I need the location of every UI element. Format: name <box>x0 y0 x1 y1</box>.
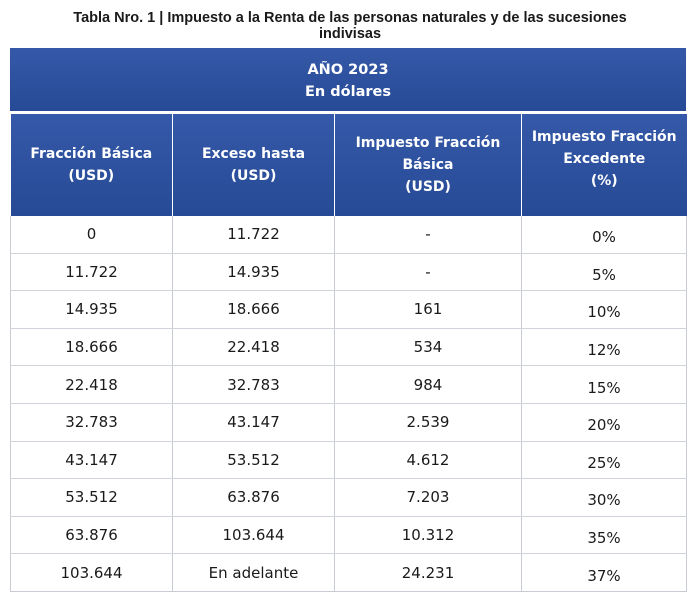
cell-impuesto-fraccion-excedente: 35% <box>521 516 687 555</box>
header-impuesto-excedente-unit: (%) <box>590 173 618 189</box>
cell-exceso-hasta: 18.666 <box>172 290 335 329</box>
table-row: 18.666 22.418 534 12% <box>10 328 687 367</box>
cell-impuesto-fraccion-excedente: 30% <box>521 478 687 517</box>
header-fraccion-basica: Fracción Básica (USD) <box>10 114 173 216</box>
table-row: 11.722 14.935-5% <box>10 253 687 292</box>
header-impuesto-excedente-label-2: Excedente <box>563 151 646 167</box>
cell-impuesto-fraccion-basica: 2.539 <box>334 403 522 442</box>
currency-label: En dólares <box>305 84 391 100</box>
cell-fraccion-basica: 0 <box>10 216 173 254</box>
cell-fraccion-basica: 18.666 <box>10 328 173 367</box>
cell-impuesto-fraccion-excedente: 20% <box>521 403 687 442</box>
cell-impuesto-fraccion-basica: 24.231 <box>334 553 522 592</box>
header-exceso-hasta-label: Exceso hasta <box>201 146 306 162</box>
cell-impuesto-fraccion-basica: - <box>334 253 522 292</box>
cell-impuesto-fraccion-excedente: 25% <box>521 441 687 480</box>
cell-exceso-hasta: En adelante <box>172 553 335 592</box>
cell-impuesto-fraccion-excedente: 12% <box>521 328 687 367</box>
table-row: 32.783 43.147 2.539 20% <box>10 403 687 442</box>
cell-exceso-hasta: 103.644 <box>172 516 335 555</box>
year-banner: AÑO 2023 En dólares <box>10 48 686 114</box>
header-impuesto-excedente-label-1: Impuesto Fracción <box>531 129 677 145</box>
cell-fraccion-basica: 22.418 <box>10 365 173 404</box>
cell-exceso-hasta: 11.722 <box>172 216 335 254</box>
cell-impuesto-fraccion-excedente: 10% <box>521 290 687 329</box>
cell-exceso-hasta: 63.876 <box>172 478 335 517</box>
cell-impuesto-fraccion-excedente: 0% <box>521 216 687 254</box>
cell-impuesto-fraccion-basica: 4.612 <box>334 441 522 480</box>
cell-impuesto-fraccion-basica: 7.203 <box>334 478 522 517</box>
cell-impuesto-fraccion-basica: 10.312 <box>334 516 522 555</box>
cell-exceso-hasta: 43.147 <box>172 403 335 442</box>
table-row: 43.147 53.512 4.612 25% <box>10 441 687 480</box>
cell-impuesto-fraccion-excedente: 37% <box>521 553 687 592</box>
cell-fraccion-basica: 43.147 <box>10 441 173 480</box>
cell-exceso-hasta: 14.935 <box>172 253 335 292</box>
cell-exceso-hasta: 32.783 <box>172 365 335 404</box>
header-fraccion-basica-unit: (USD) <box>68 168 115 184</box>
table-row: 103.644 En adelante 24.231 37% <box>10 553 687 592</box>
cell-fraccion-basica: 11.722 <box>10 253 173 292</box>
table-caption-line-2: indivisas <box>318 26 382 42</box>
cell-exceso-hasta: 53.512 <box>172 441 335 480</box>
header-impuesto-fraccion-basica: Impuesto Fracción Básica (USD) <box>334 114 522 216</box>
header-impuesto-fraccion-excedente: Impuesto Fracción Excedente (%) <box>521 114 687 216</box>
cell-fraccion-basica: 103.644 <box>10 553 173 592</box>
table-row: 0 11.722-0% <box>10 216 687 254</box>
cell-impuesto-fraccion-basica: 984 <box>334 365 522 404</box>
cell-impuesto-fraccion-excedente: 5% <box>521 253 687 292</box>
cell-exceso-hasta: 22.418 <box>172 328 335 367</box>
header-impuesto-fraccion-basica-label: Impuesto Fracción Básica <box>355 135 501 173</box>
table-body: 0 11.722-0% 11.722 14.935-5% 14.935 18.666 161… <box>10 216 687 592</box>
table-row: 63.876 103.644 10.312 35% <box>10 516 687 555</box>
cell-fraccion-basica: 14.935 <box>10 290 173 329</box>
tax-table: Fracción Básica (USD) Exceso hasta (USD)… <box>10 114 687 592</box>
header-impuesto-fraccion-basica-unit: (USD) <box>405 179 451 195</box>
header-fraccion-basica-label: Fracción Básica <box>30 146 153 162</box>
cell-fraccion-basica: 32.783 <box>10 403 173 442</box>
cell-impuesto-fraccion-excedente: 15% <box>521 365 687 404</box>
header-row: Fracción Básica (USD) Exceso hasta (USD)… <box>10 114 687 216</box>
cell-impuesto-fraccion-basica: 161 <box>334 290 522 329</box>
cell-fraccion-basica: 53.512 <box>10 478 173 517</box>
table-caption-line-1: Tabla Nro. 1 | Impuesto a la Renta de la… <box>73 10 627 26</box>
cell-impuesto-fraccion-basica: - <box>334 216 522 254</box>
cell-fraccion-basica: 63.876 <box>10 516 173 555</box>
table-row: 53.512 63.876 7.203 30% <box>10 478 687 517</box>
header-exceso-hasta: Exceso hasta (USD) <box>172 114 335 216</box>
table-row: 14.935 18.666 161 10% <box>10 290 687 329</box>
tax-table-container: AÑO 2023 En dólares Fracción Básica (USD… <box>10 48 687 592</box>
header-exceso-hasta-unit: (USD) <box>230 168 277 184</box>
year-label: AÑO 2023 <box>307 62 389 78</box>
cell-impuesto-fraccion-basica: 534 <box>334 328 522 367</box>
table-caption: Tabla Nro. 1 | Impuesto a la Renta de la… <box>0 10 700 42</box>
table-row: 22.418 32.783 984 15% <box>10 365 687 404</box>
